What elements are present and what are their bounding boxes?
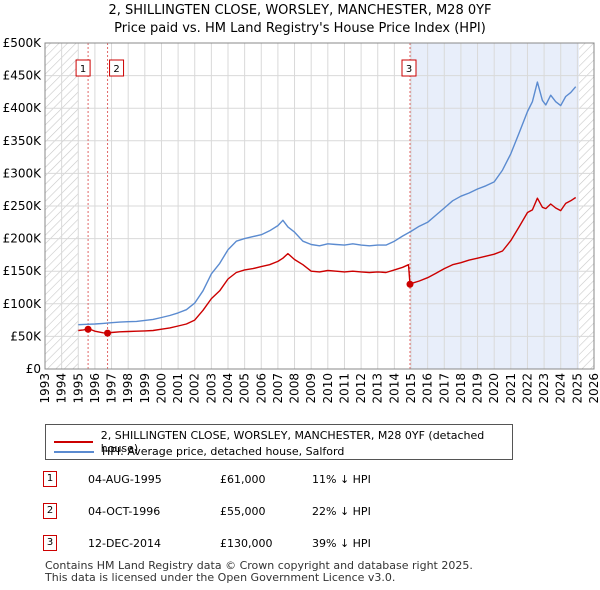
y-tick-label: £350K bbox=[3, 134, 43, 148]
y-tick-label: £300K bbox=[3, 166, 43, 180]
y-tick-label: £450K bbox=[3, 69, 43, 83]
table-row: 2 04-OCT-1996 £55,000 22% ↓ HPI bbox=[40, 503, 540, 523]
sale-price: £55,000 bbox=[220, 505, 266, 518]
x-tick-label: 2021 bbox=[504, 373, 518, 404]
x-tick-label: 2026 bbox=[587, 373, 600, 404]
x-tick-label: 1998 bbox=[121, 373, 135, 404]
y-tick-label: £0 bbox=[26, 362, 41, 376]
chart-legend: 2, SHILLINGTEN CLOSE, WORSLEY, MANCHESTE… bbox=[45, 424, 513, 460]
x-tick-label: 2006 bbox=[254, 373, 268, 404]
y-tick-label: £250K bbox=[3, 199, 43, 213]
chart-title-line2: Price paid vs. HM Land Registry's House … bbox=[114, 21, 486, 36]
footer-line2: This data is licensed under the Open Gov… bbox=[45, 571, 396, 584]
legend-swatch-hpi bbox=[54, 450, 94, 453]
sale-hpi-diff: 11% ↓ HPI bbox=[312, 473, 371, 486]
x-tick-label: 2003 bbox=[204, 373, 218, 404]
x-tick-label: 1997 bbox=[105, 373, 119, 404]
x-tick-label: 2010 bbox=[321, 373, 335, 404]
price-chart: £0 £50K £100K £150K £200K £250K £300K £350K £400… bbox=[3, 36, 600, 404]
x-tick-label: 2018 bbox=[454, 373, 468, 404]
x-tick-label: 1994 bbox=[55, 373, 69, 404]
sale-label-box: 1 bbox=[75, 59, 91, 77]
sale-date: 04-OCT-1996 bbox=[88, 505, 161, 518]
sale-hpi-diff: 39% ↓ HPI bbox=[312, 537, 371, 550]
chart-title: 2, SHILLINGTEN CLOSE, WORSLEY, MANCHESTE… bbox=[0, 2, 600, 38]
x-tick-label: 2025 bbox=[570, 373, 584, 404]
x-tick-label: 2007 bbox=[271, 373, 285, 404]
y-tick-label: £200K bbox=[3, 232, 43, 246]
sale-point bbox=[406, 280, 414, 288]
x-tick-label: 2001 bbox=[171, 373, 185, 404]
x-tick-label: 1993 bbox=[38, 373, 52, 404]
sale-label-box: 3 bbox=[401, 59, 417, 77]
legend-label-property: 2, SHILLINGTEN CLOSE, WORSLEY, MANCHESTE… bbox=[100, 429, 485, 455]
sale-badge: 3 bbox=[43, 535, 57, 551]
table-row: 3 12-DEC-2014 £130,000 39% ↓ HPI bbox=[40, 535, 540, 555]
sale-label-rect bbox=[109, 59, 125, 77]
chart-title-line1: 2, SHILLINGTEN CLOSE, WORSLEY, MANCHESTE… bbox=[108, 3, 492, 18]
y-tick-label: £100K bbox=[3, 297, 43, 311]
x-tick-label: 2004 bbox=[221, 373, 235, 404]
legend-label-hpi: HPI: Average price, detached house, Salf… bbox=[102, 445, 345, 458]
legend-item-property: 2, SHILLINGTEN CLOSE, WORSLEY, MANCHESTE… bbox=[54, 429, 512, 455]
x-tick-label: 2022 bbox=[520, 373, 534, 404]
series-line-property bbox=[78, 196, 577, 334]
x-tick-label: 2014 bbox=[387, 373, 401, 404]
y-tick-label: £400K bbox=[3, 101, 43, 115]
x-tick-label: 2011 bbox=[337, 373, 351, 404]
sale-badge: 1 bbox=[43, 471, 57, 487]
x-tick-label: 2015 bbox=[404, 373, 418, 404]
x-tick-label: 2002 bbox=[188, 373, 202, 404]
sale-label-rect bbox=[401, 59, 417, 77]
x-tick-label: 2017 bbox=[437, 373, 451, 404]
sale-date: 12-DEC-2014 bbox=[88, 537, 162, 550]
legend-swatch-property bbox=[54, 441, 93, 443]
x-tick-label: 1999 bbox=[138, 373, 152, 404]
plot-border bbox=[44, 42, 595, 370]
table-row: 1 04-AUG-1995 £61,000 11% ↓ HPI bbox=[40, 471, 540, 491]
sale-label-rect bbox=[75, 59, 91, 77]
series-line-hpi bbox=[78, 81, 577, 326]
x-tick-label: 2019 bbox=[471, 373, 485, 404]
x-tick-label: 2020 bbox=[487, 373, 501, 404]
y-tick-label: £50K bbox=[10, 329, 42, 343]
sale-point bbox=[104, 329, 112, 337]
sale-label-text: 3 bbox=[406, 64, 412, 75]
footer-line1: Contains HM Land Registry data © Crown c… bbox=[45, 559, 473, 572]
x-tick-label: 2008 bbox=[288, 373, 302, 404]
sale-label-box: 2 bbox=[109, 59, 125, 77]
sale-price: £130,000 bbox=[220, 537, 273, 550]
sale-hpi-diff: 22% ↓ HPI bbox=[312, 505, 371, 518]
y-tick-label: £500K bbox=[3, 36, 43, 50]
sale-label-text: 2 bbox=[113, 64, 119, 75]
y-tick-label: £150K bbox=[3, 264, 43, 278]
x-tick-label: 2024 bbox=[554, 373, 568, 404]
x-tick-label: 2005 bbox=[238, 373, 252, 404]
sale-label-text: 1 bbox=[80, 64, 86, 75]
x-tick-label: 2000 bbox=[154, 373, 168, 404]
x-tick-label: 2012 bbox=[354, 373, 368, 404]
sale-point bbox=[84, 325, 92, 333]
x-tick-label: 2009 bbox=[304, 373, 318, 404]
legend-item-hpi: HPI: Average price, detached house, Salf… bbox=[54, 445, 344, 458]
sale-price: £61,000 bbox=[220, 473, 266, 486]
x-tick-label: 2013 bbox=[371, 373, 385, 404]
sale-date: 04-AUG-1995 bbox=[88, 473, 162, 486]
x-tick-label: 1996 bbox=[88, 373, 102, 404]
sale-badge: 2 bbox=[43, 503, 57, 519]
footer: Contains HM Land Registry data © Crown c… bbox=[45, 560, 473, 584]
x-tick-label: 2023 bbox=[537, 373, 551, 404]
x-tick-label: 2016 bbox=[421, 373, 435, 404]
x-tick-label: 1995 bbox=[71, 373, 85, 404]
